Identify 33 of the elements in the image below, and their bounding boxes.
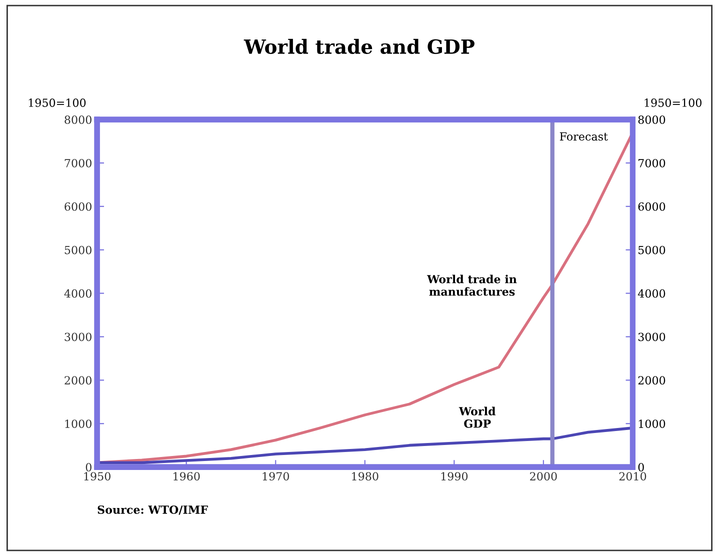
y-tick-label: 4000 [64,289,92,298]
y-tick-label: 6000 [64,202,92,211]
line-series [97,426,633,464]
annotation: World GDP [458,406,496,428]
y2-tick-label: 5000 [638,246,666,254]
ref-line-label: Forecast [560,132,608,141]
y-tick-label: 3000 [64,332,92,342]
y-tick-label: 5000 [64,246,92,254]
x-tick-label: 1950 [84,472,110,480]
y-tick-label: 2000 [64,376,92,385]
x-tick-label: 2010 [619,472,646,480]
y-tick-label: 7000 [64,158,92,168]
y2-tick-label: 0 [638,463,644,472]
annotation: World trade in manufactures [426,274,517,296]
x-tick-label: 1990 [441,472,468,480]
y-tick-label: 0 [86,463,92,472]
y-tick-label: 1000 [65,420,92,428]
source-note: Source: WTO/IMF [98,505,208,515]
chart-title: World trade and GDP [244,38,474,54]
y2-tick-label: 3000 [638,332,666,342]
y2-tick-label: 4000 [638,289,666,298]
x-tick-label: 1970 [262,472,290,480]
x-tick-label: 2000 [530,472,557,480]
x-tick-label: 1960 [174,472,200,480]
y2-tick-label: 6000 [638,202,666,211]
y2-tick-label: 7000 [638,158,666,168]
y-tick-label: 8000 [64,116,92,124]
y-axis-title: 1950=100 [28,98,86,107]
x-tick-label: 1980 [352,472,378,480]
y2-tick-label: 1000 [638,420,666,428]
y2-tick-label: 2000 [638,376,666,385]
y2-tick-label: 8000 [638,116,666,124]
y2-axis-title: 1950=100 [644,98,702,107]
